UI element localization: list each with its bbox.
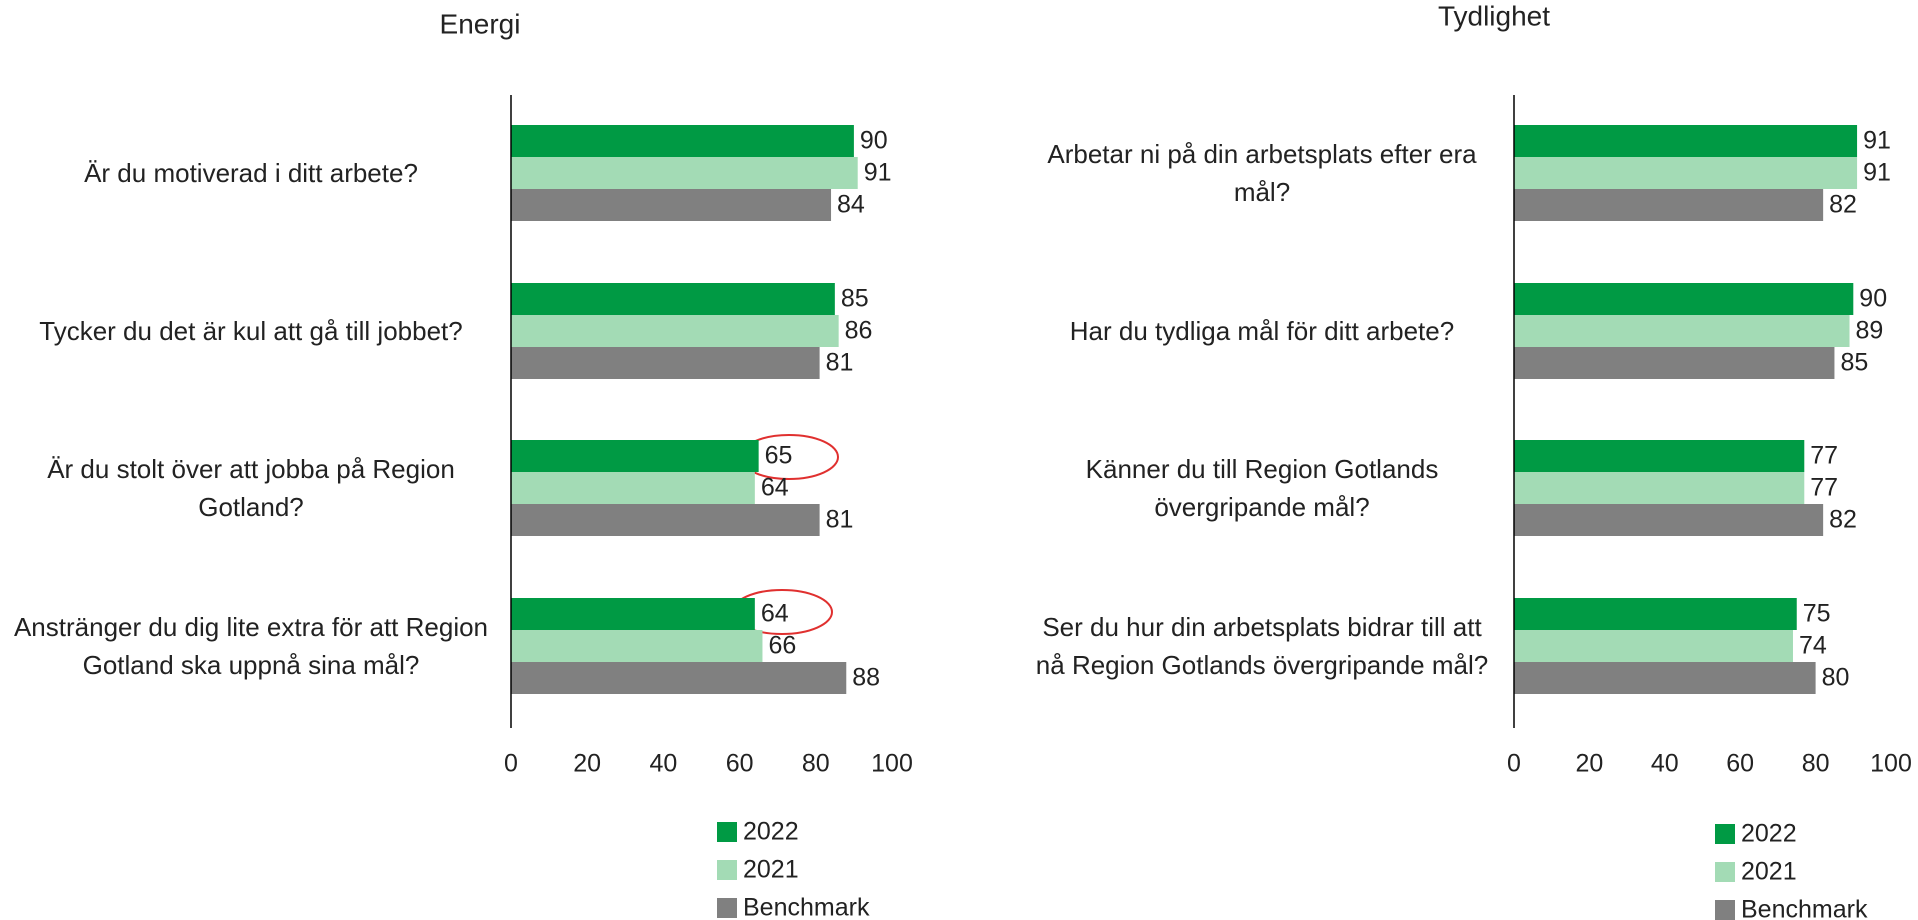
bar — [511, 189, 832, 221]
legend-swatch — [717, 822, 737, 842]
value-label: 89 — [1856, 317, 1884, 345]
bar — [1514, 662, 1816, 694]
bar — [1514, 125, 1858, 157]
bar — [1514, 283, 1854, 315]
bar — [511, 315, 839, 347]
legend-label: 2022 — [1741, 820, 1797, 848]
value-label: 81 — [826, 506, 854, 534]
category-label: Tycker du det är kul att gå till jobbet? — [39, 316, 463, 346]
x-tick-label: 80 — [802, 750, 830, 778]
category-label: Ser du hur din arbetsplats bidrar till a… — [1035, 612, 1489, 680]
bar — [1514, 630, 1793, 662]
value-label: 74 — [1799, 632, 1827, 660]
legend-swatch — [717, 898, 737, 918]
legend-label: Benchmark — [1741, 896, 1868, 920]
legend-label: 2021 — [1741, 858, 1797, 886]
category-text: Är du stolt över att jobba på Region Got… — [47, 454, 455, 522]
category-text: Är du motiverad i ditt arbete? — [84, 158, 418, 188]
bar — [1514, 347, 1835, 379]
x-tick-label: 60 — [726, 750, 754, 778]
bar — [511, 598, 755, 630]
bar — [1514, 598, 1797, 630]
value-label: 91 — [864, 159, 892, 187]
bar — [511, 440, 759, 472]
value-label: 66 — [768, 632, 796, 660]
bar — [511, 630, 763, 662]
x-tick-label: 20 — [573, 750, 601, 778]
bar — [511, 662, 847, 694]
bar — [1514, 440, 1805, 472]
value-label: 65 — [765, 442, 793, 470]
bar — [511, 347, 820, 379]
x-tick-label: 0 — [504, 750, 518, 778]
bar — [1514, 189, 1824, 221]
value-label: 85 — [1840, 349, 1868, 377]
value-label: 90 — [860, 127, 888, 155]
category-label: Har du tydliga mål för ditt arbete? — [1069, 316, 1455, 346]
x-tick-label: 20 — [1575, 750, 1603, 778]
category-label: Anstränger du dig lite extra för att Reg… — [13, 612, 489, 680]
value-label: 91 — [1863, 127, 1891, 155]
value-label: 90 — [1859, 285, 1887, 313]
bar — [511, 472, 755, 504]
category-label: Är du stolt över att jobba på Region Got… — [47, 454, 455, 522]
bar — [511, 504, 820, 536]
value-label: 86 — [845, 317, 873, 345]
value-label: 77 — [1810, 442, 1838, 470]
legend-label: 2022 — [743, 818, 799, 846]
category-text: Har du tydliga mål för ditt arbete? — [1069, 316, 1455, 346]
value-label: 82 — [1829, 191, 1857, 219]
x-tick-label: 40 — [1651, 750, 1679, 778]
bar — [1514, 472, 1805, 504]
x-tick-label: 40 — [649, 750, 677, 778]
category-label: Arbetar ni på din arbetsplats efter era … — [1047, 139, 1477, 207]
chart-title: Tydlighet — [1438, 0, 1550, 31]
category-text: Ser du hur din arbetsplats bidrar till a… — [1035, 612, 1489, 680]
value-label: 84 — [837, 191, 865, 219]
value-label: 91 — [1863, 159, 1891, 187]
category-label: Är du motiverad i ditt arbete? — [84, 158, 418, 188]
category-text: Anstränger du dig lite extra för att Reg… — [13, 612, 489, 680]
value-label: 81 — [826, 349, 854, 377]
value-label: 75 — [1803, 600, 1831, 628]
chart-title: Energi — [440, 8, 521, 39]
bar — [1514, 157, 1858, 189]
legend-swatch — [1715, 900, 1735, 920]
x-tick-label: 0 — [1507, 750, 1521, 778]
bar — [1514, 504, 1824, 536]
value-label: 82 — [1829, 506, 1857, 534]
x-tick-label: 80 — [1802, 750, 1830, 778]
value-label: 64 — [761, 600, 789, 628]
value-label: 85 — [841, 285, 869, 313]
category-text: Arbetar ni på din arbetsplats efter era … — [1047, 139, 1477, 207]
x-tick-label: 100 — [1870, 750, 1912, 778]
value-label: 88 — [852, 664, 880, 692]
legend-label: Benchmark — [743, 894, 870, 920]
bar — [1514, 315, 1850, 347]
legend-swatch — [1715, 824, 1735, 844]
value-label: 77 — [1810, 474, 1838, 502]
bar — [511, 157, 858, 189]
value-label: 80 — [1822, 664, 1850, 692]
category-text: Tycker du det är kul att gå till jobbet? — [39, 316, 463, 346]
category-label: Känner du till Region Gotlands övergripa… — [1085, 454, 1439, 522]
x-tick-label: 60 — [1726, 750, 1754, 778]
bar — [511, 125, 854, 157]
x-tick-label: 100 — [871, 750, 913, 778]
legend-swatch — [1715, 862, 1735, 882]
bar — [511, 283, 835, 315]
category-text: Känner du till Region Gotlands övergripa… — [1085, 454, 1439, 522]
legend-label: 2021 — [743, 856, 799, 884]
value-label: 64 — [761, 474, 789, 502]
legend-swatch — [717, 860, 737, 880]
